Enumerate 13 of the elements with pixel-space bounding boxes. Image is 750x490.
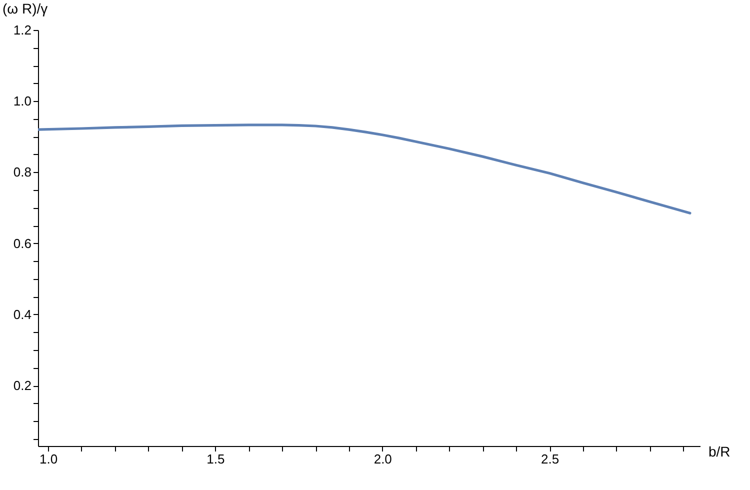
- x-tick-label: 2.0: [374, 452, 392, 466]
- y-axis-title: (ω R)/γ: [2, 0, 48, 16]
- y-tick-label: 1.0: [13, 94, 32, 109]
- y-tick-label: 0.8: [13, 164, 32, 180]
- x-tick-label: 2.5: [541, 452, 560, 466]
- x-tick-label: 1.0: [39, 452, 58, 466]
- x-tick-label: 1.5: [206, 452, 225, 466]
- x-axis-title: b/R: [708, 444, 730, 460]
- y-tick-label: 1.2: [13, 22, 32, 38]
- line-series: [38, 124, 692, 214]
- y-tick-label: 0.2: [13, 378, 32, 394]
- y-tick-label: 0.4: [13, 306, 32, 322]
- y-tick-label: 0.6: [13, 236, 32, 251]
